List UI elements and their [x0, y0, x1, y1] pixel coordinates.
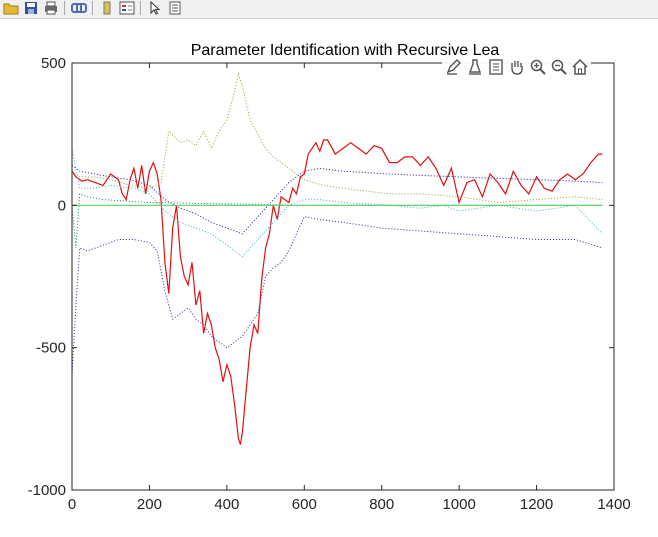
- home-icon[interactable]: [570, 56, 589, 78]
- axes: 0 200 400 600 800 1000 1200 1400 500 0 -500 -1000: [28, 55, 631, 513]
- link-icon[interactable]: [70, 0, 88, 16]
- x-tick-label: 1200: [520, 496, 553, 513]
- y-tick-label: -1000: [28, 482, 66, 499]
- toolbar-separator: [140, 1, 141, 15]
- x-tick-label: 600: [292, 496, 317, 513]
- series-line-5: [71, 193, 603, 249]
- y-tick-label: 500: [41, 55, 66, 72]
- figure-toolbar: [0, 0, 658, 19]
- arrow-pointer-icon[interactable]: [146, 0, 164, 16]
- plot-area: [71, 72, 603, 445]
- x-tick-label: 1400: [597, 496, 630, 513]
- y-tick-label: -500: [36, 340, 66, 357]
- brush-edit-icon[interactable]: [444, 56, 463, 78]
- x-tick-label: 1000: [442, 496, 475, 513]
- zoom-out-icon[interactable]: [549, 56, 568, 78]
- series-line-4: [71, 148, 603, 258]
- legend-icon[interactable]: [118, 0, 136, 16]
- chart-title: Parameter Identification with Recursive …: [191, 42, 500, 59]
- chart-svg: 0 200 400 600 800 1000 1200 1400 500 0 -500 -1000 P…: [28, 42, 631, 513]
- zoom-in-icon[interactable]: [528, 56, 547, 78]
- series-line-0: [71, 139, 603, 445]
- print-icon[interactable]: [42, 0, 60, 16]
- toolbar-separator: [64, 1, 65, 15]
- y-tick-label: 0: [58, 197, 66, 214]
- toolbar-separator: [92, 1, 93, 15]
- x-tick-label: 800: [369, 496, 394, 513]
- series-line-1: [71, 72, 603, 204]
- save-icon[interactable]: [22, 0, 40, 16]
- open-file-icon[interactable]: [2, 0, 20, 16]
- data-cursor-icon[interactable]: [465, 56, 484, 78]
- x-tick-label: 0: [68, 496, 76, 513]
- colorbar-icon[interactable]: [98, 0, 116, 16]
- export-icon[interactable]: [486, 56, 505, 78]
- x-tick-label: 400: [214, 496, 239, 513]
- axes-toolbar: [442, 56, 591, 78]
- axes-box: [71, 62, 615, 491]
- x-tick-label: 200: [137, 496, 162, 513]
- series-line-3: [71, 165, 603, 235]
- property-inspector-icon[interactable]: [166, 0, 184, 16]
- pan-hand-icon[interactable]: [507, 56, 526, 78]
- figure-canvas: 0 200 400 600 800 1000 1200 1400 500 0 -500 -1000 P…: [0, 19, 658, 537]
- series-line-2: [71, 216, 603, 377]
